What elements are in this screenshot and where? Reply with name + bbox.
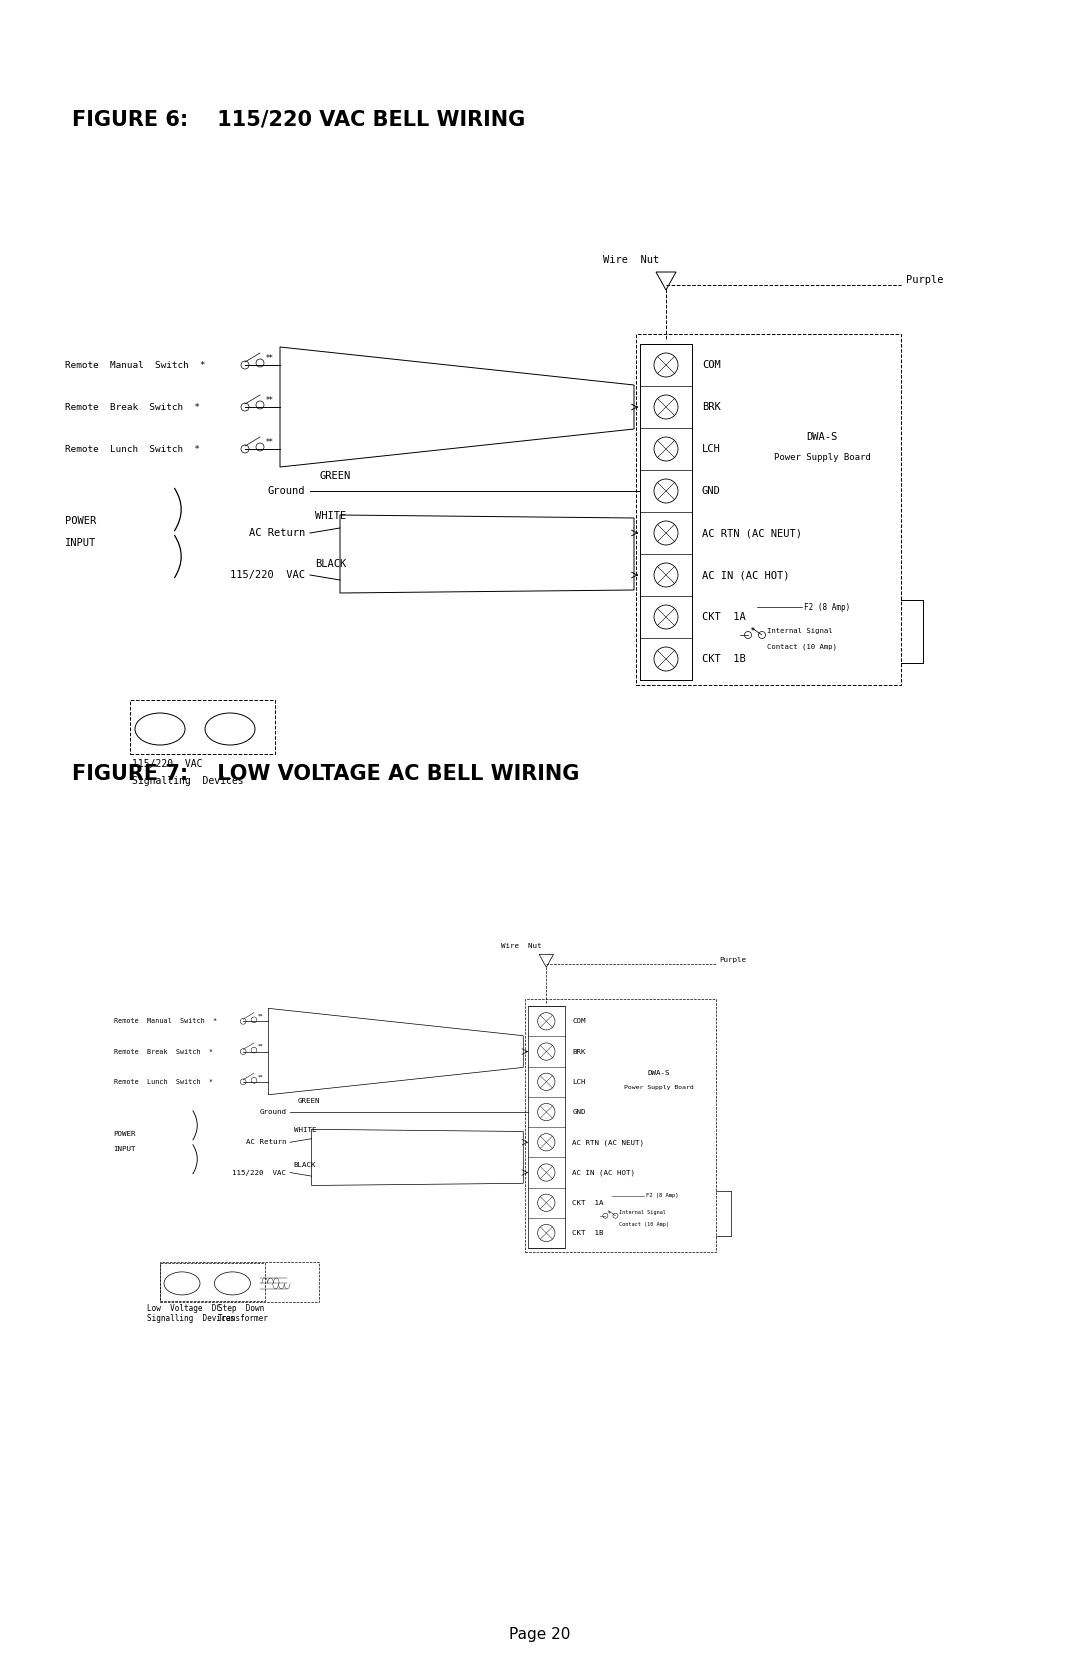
Text: Internal Signal: Internal Signal	[767, 628, 833, 634]
Text: POWER: POWER	[113, 1130, 136, 1137]
Bar	[636, 334, 901, 684]
Text: BLACK: BLACK	[315, 559, 347, 569]
Text: *: *	[751, 626, 755, 636]
Text: Ground: Ground	[259, 1108, 286, 1115]
Text: AC IN (AC HOT): AC IN (AC HOT)	[572, 1170, 635, 1175]
Text: Wire  Nut: Wire Nut	[603, 255, 659, 265]
Circle shape	[252, 1078, 257, 1083]
Text: F2 (8 Amp): F2 (8 Amp)	[646, 1193, 678, 1198]
Text: Low  Voltage  DC: Low Voltage DC	[148, 1303, 221, 1314]
Text: **: **	[258, 1045, 264, 1050]
Text: CKT  1B: CKT 1B	[572, 1230, 604, 1237]
Text: Power Supply Board: Power Supply Board	[624, 1085, 693, 1090]
Text: Wire  Nut: Wire Nut	[501, 943, 541, 950]
Text: GREEN: GREEN	[320, 471, 351, 481]
Circle shape	[256, 401, 264, 409]
Circle shape	[256, 442, 264, 451]
Circle shape	[241, 446, 249, 452]
Bar	[525, 1000, 716, 1252]
Text: AC RTN (AC NEUT): AC RTN (AC NEUT)	[572, 1138, 645, 1145]
Circle shape	[241, 1048, 246, 1055]
Text: INPUT: INPUT	[65, 537, 96, 547]
Text: CKT  1B: CKT 1B	[702, 654, 746, 664]
Circle shape	[241, 402, 249, 411]
Text: **: **	[266, 437, 273, 447]
Text: COM: COM	[572, 1018, 585, 1025]
Text: AC IN (AC HOT): AC IN (AC HOT)	[702, 571, 789, 581]
Text: Signalling  Devices: Signalling Devices	[132, 776, 244, 786]
Text: Purple: Purple	[719, 956, 746, 963]
Text: GND: GND	[572, 1108, 585, 1115]
Bar	[640, 344, 692, 679]
Circle shape	[252, 1046, 257, 1053]
Text: Power Supply Board: Power Supply Board	[773, 452, 870, 462]
Text: Contact (10 Amp): Contact (10 Amp)	[619, 1222, 669, 1227]
Circle shape	[241, 1078, 246, 1085]
Text: DWA-S: DWA-S	[807, 432, 838, 442]
Text: Remote  Break  Switch  *: Remote Break Switch *	[65, 402, 200, 412]
Circle shape	[241, 1018, 246, 1025]
Bar	[528, 1006, 565, 1248]
Text: Transformer: Transformer	[218, 1314, 269, 1324]
Text: DWA-S: DWA-S	[647, 1070, 670, 1077]
Text: INPUT: INPUT	[113, 1147, 136, 1153]
Text: Step  Down: Step Down	[218, 1303, 265, 1314]
Text: Remote  Break  Switch  *: Remote Break Switch *	[113, 1048, 213, 1055]
Text: CKT  1A: CKT 1A	[702, 613, 746, 623]
Text: F2 (8 Amp): F2 (8 Amp)	[804, 603, 850, 611]
Text: 115/220  VAC: 115/220 VAC	[232, 1170, 286, 1175]
Circle shape	[252, 1016, 257, 1023]
Text: **: **	[266, 396, 273, 404]
Text: BRK: BRK	[572, 1048, 585, 1055]
Text: WHITE: WHITE	[315, 511, 347, 521]
Text: **: **	[258, 1013, 264, 1018]
Text: Purple: Purple	[906, 275, 944, 285]
Circle shape	[256, 359, 264, 367]
Text: Remote  Manual  Switch  *: Remote Manual Switch *	[113, 1018, 217, 1025]
Text: GREEN: GREEN	[297, 1098, 320, 1105]
Text: Signalling  Devices: Signalling Devices	[148, 1314, 235, 1324]
Text: Contact (10 Amp): Contact (10 Amp)	[767, 644, 837, 651]
Text: Ground: Ground	[268, 486, 305, 496]
Text: COM: COM	[702, 361, 720, 371]
Text: Page 20: Page 20	[510, 1627, 570, 1642]
Text: Remote  Lunch  Switch  *: Remote Lunch Switch *	[113, 1078, 213, 1085]
Text: FIGURE 6:    115/220 VAC BELL WIRING: FIGURE 6: 115/220 VAC BELL WIRING	[72, 108, 525, 129]
Text: Remote  Lunch  Switch  *: Remote Lunch Switch *	[65, 444, 200, 454]
Text: **: **	[258, 1075, 264, 1080]
Text: *: *	[608, 1210, 610, 1215]
Text: BRK: BRK	[702, 402, 720, 412]
Text: AC RTN (AC NEUT): AC RTN (AC NEUT)	[702, 527, 802, 537]
Bar	[130, 699, 275, 754]
Text: 115/220  VAC: 115/220 VAC	[132, 759, 202, 769]
Text: **: **	[266, 354, 273, 362]
Text: LCH: LCH	[702, 444, 720, 454]
Bar	[161, 1262, 319, 1302]
Text: BLACK: BLACK	[294, 1162, 316, 1168]
Text: FIGURE 7:    LOW VOLTAGE AC BELL WIRING: FIGURE 7: LOW VOLTAGE AC BELL WIRING	[72, 764, 579, 784]
Circle shape	[241, 361, 249, 369]
Text: CKT  1A: CKT 1A	[572, 1200, 604, 1205]
Text: Internal Signal: Internal Signal	[619, 1210, 666, 1215]
Text: GND: GND	[702, 486, 720, 496]
Text: Remote  Manual  Switch  *: Remote Manual Switch *	[65, 361, 205, 369]
Text: 115/220  VAC: 115/220 VAC	[230, 571, 305, 581]
Text: POWER: POWER	[65, 516, 96, 526]
Text: AC Return: AC Return	[246, 1140, 286, 1145]
Text: WHITE: WHITE	[294, 1127, 316, 1133]
Text: AC Return: AC Return	[248, 527, 305, 537]
Text: LCH: LCH	[572, 1078, 585, 1085]
Bar	[161, 1262, 265, 1302]
